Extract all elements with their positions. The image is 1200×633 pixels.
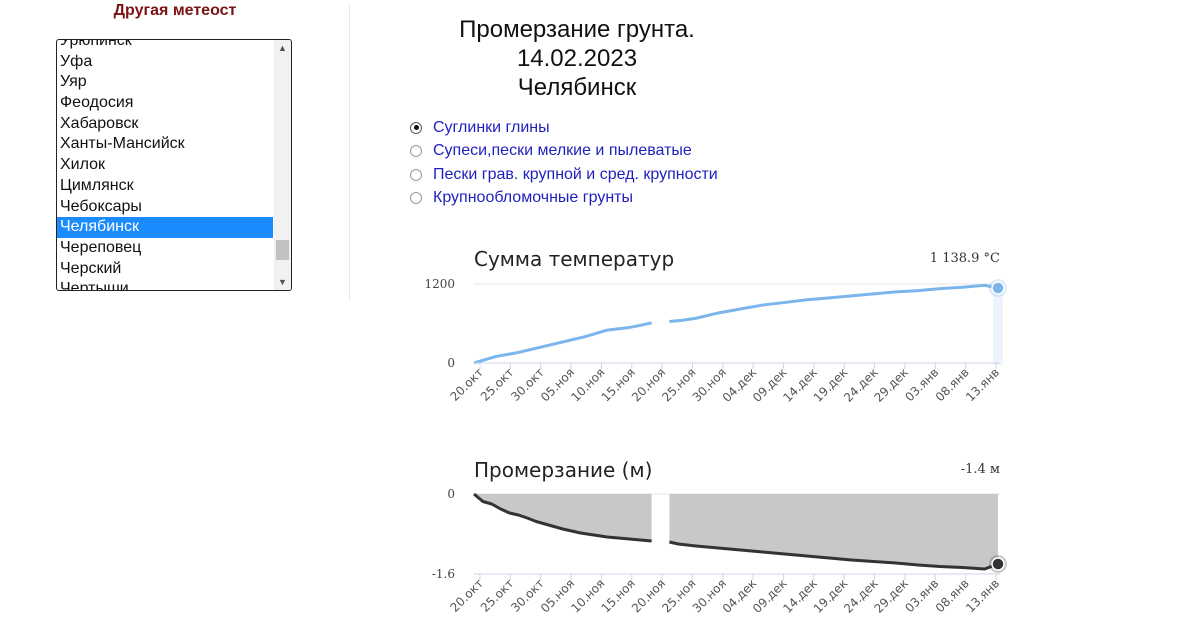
soil-type-option[interactable]: Суглинки глины	[410, 116, 718, 140]
hover-crosshair	[993, 282, 1003, 365]
temperature-sum-chart: Сумма температур 1 138.9 °C 1200 0 20.окт 25.…	[400, 236, 1020, 426]
soil-type-radio-group: Суглинки глины Супеси,пески мелкие и пыле…	[410, 116, 718, 210]
column-divider	[349, 5, 350, 300]
chart-title: Сумма температур	[474, 247, 674, 271]
radio-button[interactable]	[410, 121, 422, 134]
station-option[interactable]: Уяр	[60, 73, 87, 91]
soil-type-option[interactable]: Супеси,пески мелкие и пылеватые	[410, 140, 718, 164]
station-option[interactable]: Урюпинск	[60, 39, 132, 49]
x-tick-label: 29.дек	[871, 365, 911, 405]
page-date: 14.02.2023	[516, 45, 638, 72]
radio-button[interactable]	[410, 145, 422, 158]
station-option[interactable]: Челябинск	[57, 217, 273, 238]
y-tick-label: -1.6	[432, 567, 455, 581]
x-tick-label: 25.окт	[478, 365, 517, 404]
y-tick-label: 1200	[424, 277, 455, 291]
station-listbox[interactable]: Урюпинск Уфа Уяр Феодосия Хабаровск Ханты-Ман…	[56, 39, 292, 291]
series-line	[473, 492, 652, 543]
scroll-down-arrow-icon[interactable]: ▼	[278, 277, 287, 287]
series-line	[473, 321, 652, 365]
other-station-heading: Другая метеост	[113, 2, 237, 19]
chart-current-value: 1 138.9 °C	[930, 251, 1000, 266]
soil-type-label: Суглинки глины	[433, 118, 550, 136]
station-list-items: Урюпинск Уфа Уяр Феодосия Хабаровск Ханты-Ман…	[57, 39, 273, 291]
scroll-thumb[interactable]	[276, 240, 289, 260]
y-tick-label: 0	[447, 487, 455, 501]
page-title: Промерзание грунта.	[459, 16, 695, 43]
soil-type-option[interactable]: Пески грав. крупной и сред. крупности	[410, 163, 718, 187]
x-tick-label: 25.окт	[478, 576, 517, 615]
x-tick-label: 13.янв	[963, 576, 1002, 615]
station-option[interactable]: Цимлянск	[60, 176, 134, 194]
last-point-marker[interactable]	[991, 557, 1005, 571]
chart-title: Промерзание (м)	[474, 458, 652, 482]
page-city: Челябинск	[517, 74, 637, 101]
station-option[interactable]: Хабаровск	[60, 114, 139, 132]
radio-button[interactable]	[410, 192, 422, 205]
soil-type-label: Пески грав. крупной и сред. крупности	[433, 165, 718, 183]
soil-type-option[interactable]: Крупнообломочные грунты	[410, 187, 718, 211]
frost-svg: Промерзание (м) -1.4 м0-1.620.окт25.окт30…	[432, 458, 1007, 616]
frost-area	[474, 494, 652, 541]
y-tick-label: 0	[447, 356, 455, 370]
temperature-svg: Сумма температур 1 138.9 °C 1200 020.окт25.…	[424, 247, 1007, 405]
chart-current-value: -1.4 м	[961, 462, 1000, 477]
station-option[interactable]: Чертыши	[60, 280, 129, 291]
station-option[interactable]: Хилок	[60, 156, 106, 174]
scroll-up-arrow-icon[interactable]: ▲	[278, 43, 287, 53]
station-list-scrollbar[interactable]: ▲ ▼	[274, 40, 291, 290]
station-option[interactable]: Феодосия	[60, 94, 134, 112]
soil-type-label: Супеси,пески мелкие и пылеватые	[433, 142, 692, 160]
x-tick-label: 20.окт	[447, 365, 486, 404]
x-tick-label: 20.окт	[447, 576, 486, 615]
page-title-block: Промерзание грунта. 14.02.2023 Челябинск	[400, 15, 754, 102]
series-line	[669, 283, 999, 324]
station-option[interactable]: Чебоксары	[60, 197, 142, 215]
soil-type-label: Крупнообломочные грунты	[433, 189, 633, 207]
station-option[interactable]: Черский	[60, 259, 122, 277]
station-option[interactable]: Уфа	[60, 52, 93, 70]
station-option[interactable]: Ханты-Мансийск	[60, 135, 185, 153]
x-tick-label: 29.дек	[871, 576, 911, 616]
series-line	[669, 540, 999, 571]
frost-depth-chart: Промерзание (м) -1.4 м 0 -1.6 20.окт 25.окт 30…	[400, 446, 1020, 633]
last-point-marker[interactable]	[991, 281, 1005, 295]
station-option[interactable]: Череповец	[60, 238, 142, 256]
radio-button[interactable]	[410, 168, 422, 181]
x-tick-label: 13.янв	[963, 365, 1002, 404]
